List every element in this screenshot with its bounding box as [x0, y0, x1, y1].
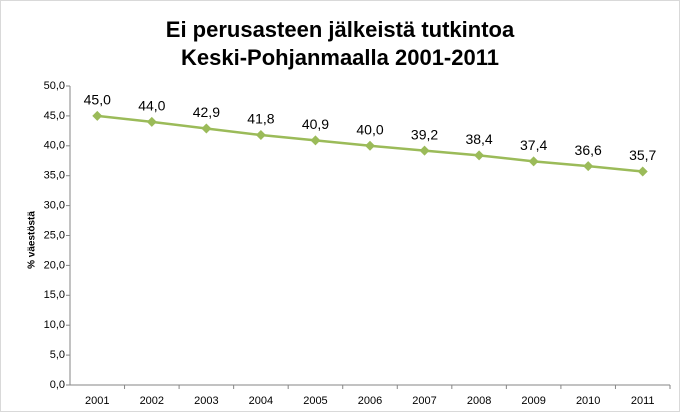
x-tick-label: 2007: [412, 395, 436, 407]
data-label: 37,4: [520, 137, 547, 153]
data-label: 35,7: [629, 147, 656, 163]
data-label: 36,6: [575, 142, 602, 158]
y-tick-label: 45,0: [44, 110, 65, 122]
x-tick-label: 2004: [249, 395, 273, 407]
y-tick-label: 35,0: [44, 170, 65, 182]
y-tick-label: 50,0: [44, 80, 65, 92]
point-marker: [528, 156, 539, 167]
point-marker: [201, 123, 212, 134]
data-label: 44,0: [138, 98, 165, 114]
x-tick-label: 2011: [631, 395, 655, 407]
x-tick-label: 2008: [467, 395, 491, 407]
chart-title: Keski-Pohjanmaalla 2001-2011: [181, 45, 499, 70]
data-label: 40,9: [302, 116, 329, 132]
y-tick-label: 15,0: [44, 289, 65, 301]
y-tick-label: 10,0: [44, 319, 65, 331]
data-label: 38,4: [465, 131, 492, 147]
point-marker: [474, 150, 485, 161]
point-marker: [146, 116, 157, 127]
y-tick-label: 30,0: [44, 200, 65, 212]
y-tick-label: 40,0: [44, 140, 65, 152]
point-marker: [255, 130, 266, 141]
data-label: 39,2: [411, 126, 438, 142]
point-marker: [92, 110, 103, 121]
x-tick-label: 2005: [303, 395, 327, 407]
data-label: 41,8: [247, 111, 274, 127]
data-label: 42,9: [193, 104, 220, 120]
data-label: 45,0: [84, 92, 111, 108]
y-tick-label: 25,0: [44, 229, 65, 241]
data-label: 40,0: [356, 122, 383, 138]
x-tick-label: 2010: [576, 395, 600, 407]
x-tick-label: 2009: [521, 395, 545, 407]
point-marker: [583, 161, 594, 172]
x-tick-label: 2006: [358, 395, 382, 407]
y-tick-label: 5,0: [50, 349, 65, 361]
point-marker: [310, 135, 321, 146]
y-tick-label: 0,0: [50, 379, 65, 391]
y-axis-label: % väestöstä: [27, 211, 38, 269]
x-tick-label: 2003: [194, 395, 218, 407]
x-tick-label: 2002: [140, 395, 164, 407]
point-marker: [365, 140, 375, 151]
point-marker: [419, 145, 430, 156]
y-tick-label: 20,0: [44, 259, 65, 271]
point-marker: [637, 166, 648, 177]
x-tick-label: 2001: [85, 395, 109, 407]
chart-title: Ei perusasteen jälkeistä tutkintoa: [166, 17, 515, 42]
